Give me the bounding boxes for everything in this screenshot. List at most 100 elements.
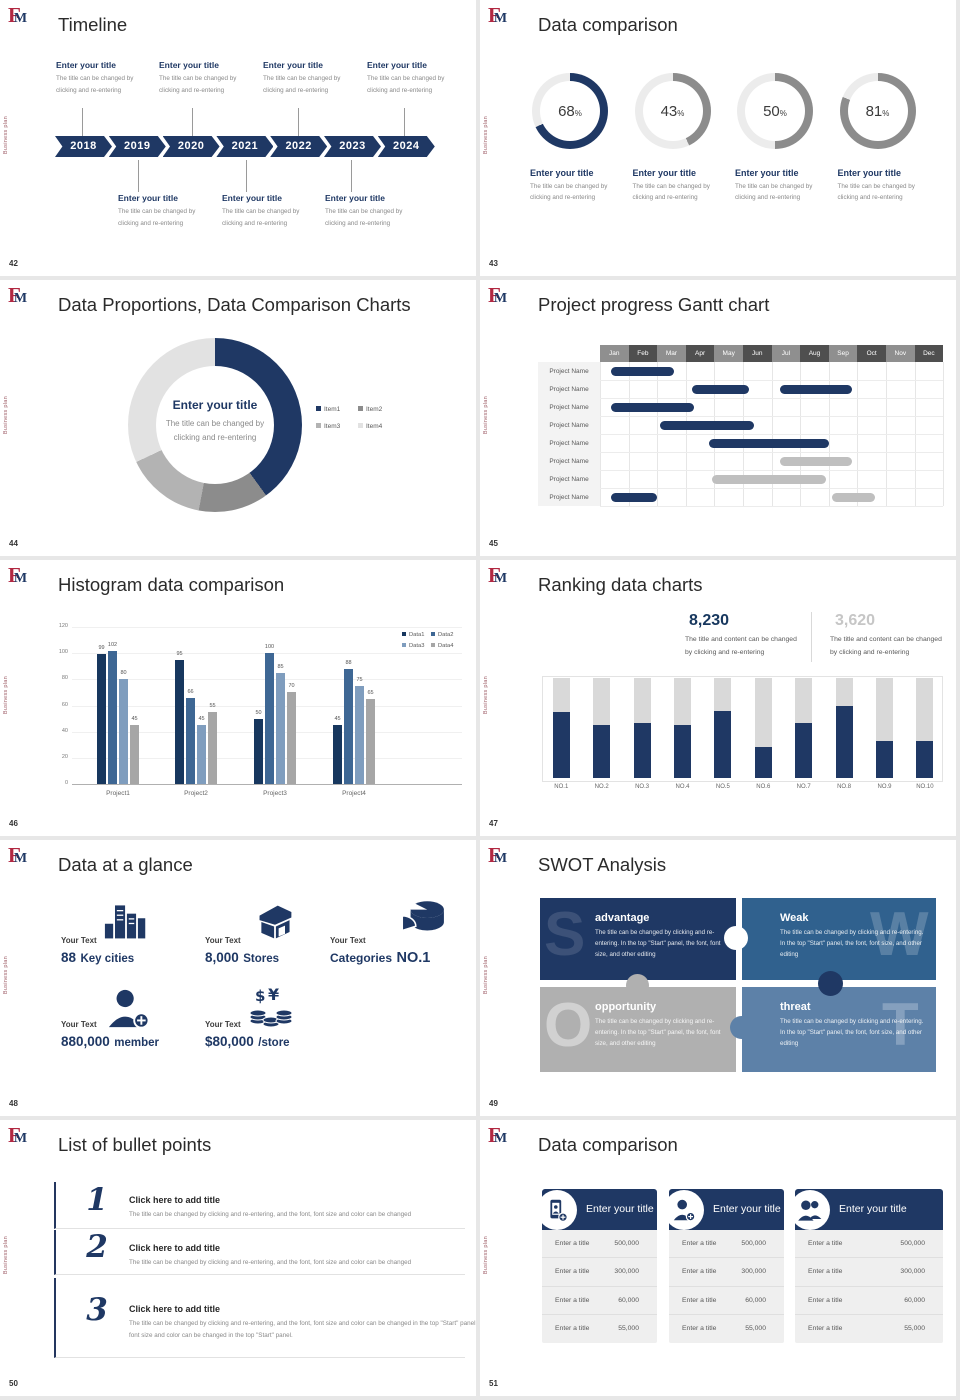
card-body: Enter a title 500,000 Enter a title 300,000… [542,1230,657,1343]
entry-body-line: The title can be changed by [367,75,445,82]
slide-42-timeline[interactable]: FM Business plan Timeline 42 2018 2019 202… [0,0,476,276]
donut-hole [156,366,274,484]
slide-48-glance[interactable]: FM Business plan Data at a glance 48 You… [0,840,476,1116]
gantt-row-label: Project Name [538,380,600,399]
comparison-card: Enter a title 500,000 Enter a title 300,000… [790,1189,943,1343]
timeline-year: 2024 [377,136,435,157]
histogram-bar [129,725,139,784]
bar-value-label: 70 [288,683,295,690]
logo-letter-f: F [488,843,501,867]
center-title: Enter your title [172,398,258,412]
gantt-row-label: Project Name [538,398,600,417]
y-axis-tick: 60 [61,701,68,708]
ranking-bar-label: NO.4 [675,784,690,790]
row-label: Enter a title [555,1296,590,1304]
bullet-title: Click here to add title [129,1304,221,1314]
slide-title: Data comparison [538,14,678,35]
legend-swatch [431,643,435,647]
gridline [72,784,462,785]
card-header-title: Enter your title [713,1203,781,1215]
ranking-bar-label: NO.8 [837,784,852,790]
row-value: 60,000 [904,1296,925,1304]
donut-gauge: 68% [532,73,608,149]
slide-47-ranking[interactable]: FM Business plan Ranking data charts 47 … [480,560,956,836]
ranking-bar-label: NO.9 [877,784,892,790]
row-label: Enter a title [808,1325,843,1333]
ranking-bar-track [916,678,934,778]
histogram-bar [343,668,353,784]
connector-line [298,108,299,136]
entry-title: Enter your title [837,168,902,178]
gantt-row-line [600,398,944,399]
gantt-bar [780,384,852,394]
bullet-title: Click here to add title [129,1243,221,1253]
slide-43-data-comparison[interactable]: FM Business plan Data comparison 43 68% E… [480,0,956,276]
card-header-title: Enter your title [586,1203,654,1215]
center-body-line: The title can be changed by [165,419,265,428]
ranking-bar-fill [552,712,570,778]
stat-label: Your Text [205,936,241,945]
people-icon [790,1190,830,1230]
legend-item: Data4 [431,643,453,649]
card-row: Enter a title 55,000 [669,1315,784,1343]
gantt-bar [711,474,826,484]
y-axis-tick: 40 [61,727,68,734]
timeline-year: 2022 [270,136,328,157]
bullet-number: 2 [86,1229,108,1265]
entry-body-line: The title can be changed by [837,183,915,190]
entry-title: Enter your title [632,168,697,178]
card-body: Enter a title 500,000 Enter a title 300,000… [669,1230,784,1343]
swot-letter: W [870,900,929,969]
slide-50-bullets[interactable]: FM Business plan List of bullet points 5… [0,1120,476,1396]
card-row: Enter a title 60,000 [669,1287,784,1315]
stat-caption-line: The title and content can be changed [685,636,797,643]
slide-45-gantt[interactable]: FM Business plan Project progress Gantt … [480,280,956,556]
gantt-bar [660,420,755,430]
timeline-entry: Enter your title The title can be changed… [367,60,469,96]
entry-body-line: The title can be changed by [118,208,196,215]
card-row: Enter a title 500,000 [669,1230,784,1259]
fm-logo: FM [8,845,27,866]
phone-add-icon [537,1190,577,1230]
slide-title: Data comparison [538,1134,678,1155]
stat-value-line: $80,000 /store [205,1034,290,1049]
connector-line [351,160,352,192]
entry-body-line: The title can be changed by [159,75,237,82]
stat-caption-line: by clicking and re-entering [685,649,765,656]
legend-item: Data1 [402,632,424,638]
ranking-bar-label: NO.1 [554,784,569,790]
entry-body-line: clicking and re-entering [263,86,329,94]
stat-divider [811,612,812,662]
bullet-number: 3 [86,1292,108,1328]
histogram-bar [174,659,184,784]
row-label: Enter a title [682,1240,717,1248]
fm-logo: FM [8,285,27,306]
slide-title: Data at a glance [58,854,193,875]
timeline-entry: Enter your title The title can be changed… [118,193,220,229]
fm-logo: FM [8,5,27,26]
slide-46-histogram[interactable]: FM Business plan Histogram data comparis… [0,560,476,836]
slide-number: 45 [489,539,498,548]
timeline-year: 2019 [108,136,166,157]
fm-logo: FM [488,285,507,306]
slide-44-donut-chart[interactable]: FM Business plan Data Proportions, Data … [0,280,476,556]
card-row: Enter a title 300,000 [795,1258,943,1287]
card-header-title: Enter your title [839,1203,907,1215]
side-label: Business plan [3,676,9,715]
slide-51-cards[interactable]: FM Business plan Data comparison 51 Ente… [480,1120,956,1396]
slide-title: Ranking data charts [538,574,703,595]
swot-body: The title can be changed by clicking and… [595,1018,721,1047]
stat-value: 3,620 [835,612,876,629]
side-label: Business plan [483,116,489,155]
gauge-hole: 50% [745,81,805,141]
legend-item: Item2 [358,406,382,413]
donut-gauge: 81% [839,73,916,149]
fm-logo: FM [8,565,27,586]
ranking-bar-track [552,678,570,778]
y-axis-tick: 120 [58,623,68,629]
ranking-bar-fill [674,725,691,778]
legend-item: Item3 [316,423,340,430]
bullet-body: The title can be changed by clicking and… [129,1320,476,1339]
